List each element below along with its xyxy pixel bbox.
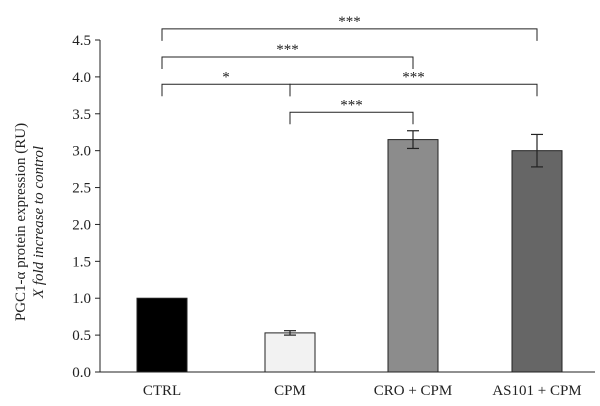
significance-bracket xyxy=(161,56,414,69)
y-tick-label: 4.0 xyxy=(72,70,91,86)
y-tick-label: 4.5 xyxy=(72,33,91,49)
significance-bracket xyxy=(289,111,414,125)
bar-cro-cpm xyxy=(387,139,439,373)
x-category-label: AS101 + CPM xyxy=(492,383,581,399)
significance-bracket xyxy=(161,83,291,97)
x-category-label: CTRL xyxy=(143,383,181,399)
significance-label: *** xyxy=(340,97,363,113)
y-tick-label: 3.0 xyxy=(72,144,91,160)
bar-as101-cpm xyxy=(511,150,563,373)
y-axis-title-line-2: X fold increase to control xyxy=(31,146,47,299)
significance-bracket xyxy=(289,83,538,97)
significance-label: *** xyxy=(338,14,361,30)
x-category-label: CRO + CPM xyxy=(374,383,453,399)
y-tick-label: 3.5 xyxy=(72,107,91,123)
significance-bracket xyxy=(161,28,538,41)
y-tick-label: 2.0 xyxy=(72,217,91,233)
significance-label: *** xyxy=(402,69,425,85)
bar-ctrl xyxy=(136,297,188,373)
y-axis-title: PGC1-α protein expression (RU) X fold in… xyxy=(13,123,47,321)
y-tick-label: 0.0 xyxy=(72,365,91,381)
x-category-label: CPM xyxy=(274,383,306,399)
y-tick-label: 1.0 xyxy=(72,291,91,307)
plot-area: 0.0 0.5 1.0 1.5 2.0 2.5 3.0 3.5 4.0 4.5 CTRL CPM CRO… xyxy=(72,14,595,399)
y-tick-label: 1.5 xyxy=(72,254,91,270)
significance-label: * xyxy=(222,69,230,85)
significance-label: *** xyxy=(276,42,299,58)
y-tick-label: 0.5 xyxy=(72,328,91,344)
y-axis-title-line-1: PGC1-α protein expression (RU) xyxy=(13,123,29,321)
y-tick-label: 2.5 xyxy=(72,181,91,197)
bar-cpm xyxy=(264,332,316,373)
